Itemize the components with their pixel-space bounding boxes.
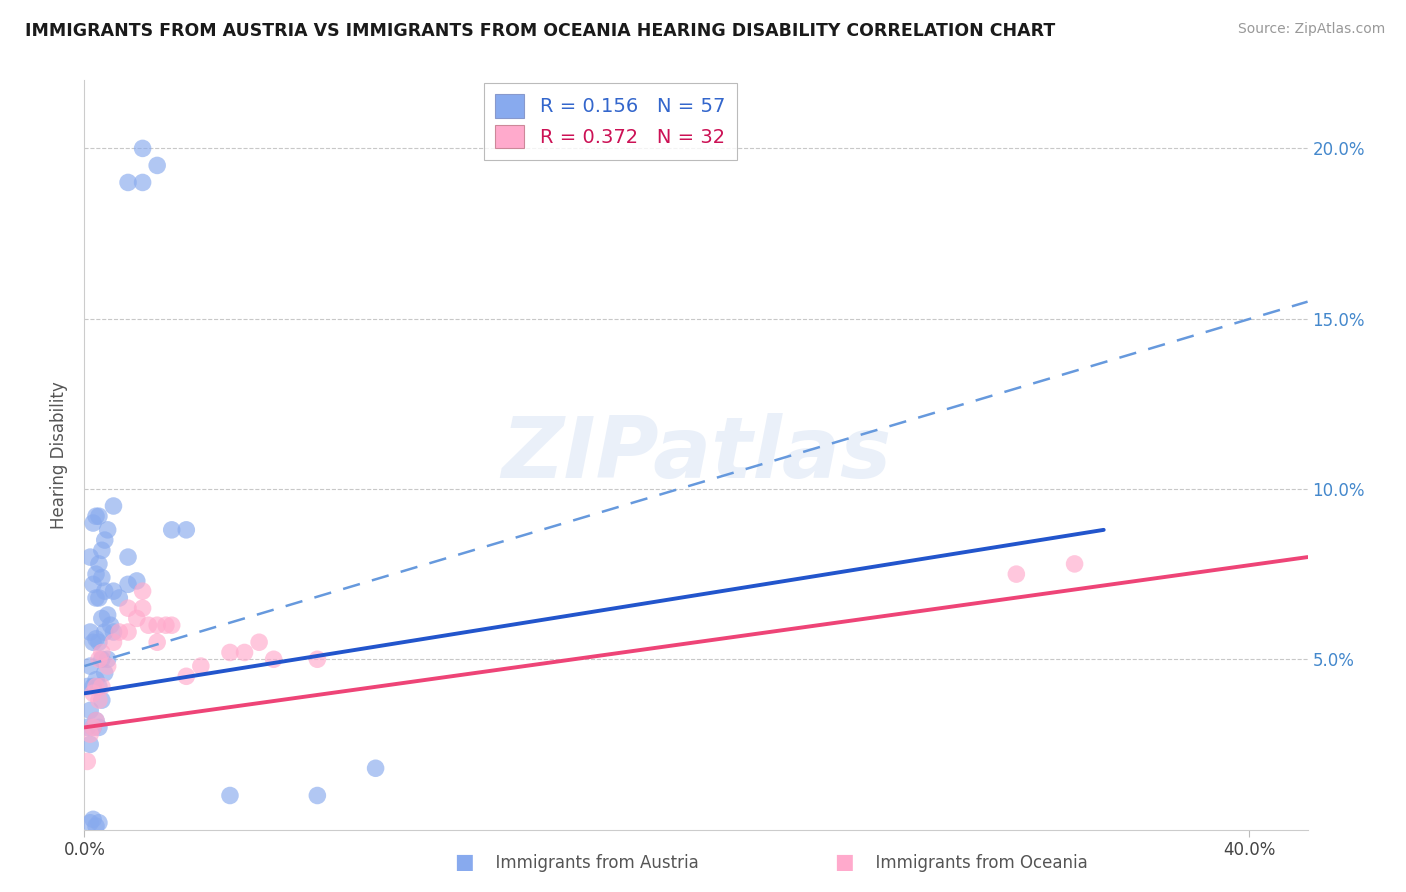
Point bbox=[87, 693, 110, 707]
Text: Source: ZipAtlas.com: Source: ZipAtlas.com bbox=[1237, 22, 1385, 37]
Point bbox=[1063, 557, 1085, 571]
Point bbox=[263, 652, 285, 666]
Point bbox=[117, 601, 139, 615]
Point bbox=[90, 543, 112, 558]
Point bbox=[87, 509, 110, 524]
Text: ZIPatlas: ZIPatlas bbox=[501, 413, 891, 497]
Point bbox=[84, 680, 107, 694]
Point bbox=[125, 574, 148, 588]
Point bbox=[131, 601, 153, 615]
Point bbox=[93, 584, 115, 599]
Point bbox=[87, 635, 110, 649]
Text: Immigrants from Austria: Immigrants from Austria bbox=[485, 855, 699, 872]
Point bbox=[87, 591, 110, 605]
Point bbox=[84, 632, 107, 646]
Point bbox=[155, 618, 177, 632]
Point bbox=[146, 158, 169, 172]
Point bbox=[76, 680, 98, 694]
Point bbox=[117, 577, 139, 591]
Point bbox=[93, 625, 115, 640]
Point bbox=[79, 738, 101, 752]
Point bbox=[1005, 567, 1028, 582]
Point bbox=[307, 789, 329, 803]
Point bbox=[103, 625, 125, 640]
Point bbox=[79, 659, 101, 673]
Point bbox=[100, 618, 122, 632]
Point bbox=[82, 720, 104, 734]
Point bbox=[90, 611, 112, 625]
Point bbox=[364, 761, 387, 775]
Legend: R = 0.156   N = 57, R = 0.372   N = 32: R = 0.156 N = 57, R = 0.372 N = 32 bbox=[484, 82, 737, 160]
Point bbox=[84, 509, 107, 524]
Point bbox=[84, 714, 107, 728]
Point bbox=[103, 499, 125, 513]
Point bbox=[174, 669, 197, 683]
Point bbox=[307, 652, 329, 666]
Point bbox=[79, 625, 101, 640]
Point bbox=[82, 813, 104, 827]
Point bbox=[82, 720, 104, 734]
Point bbox=[97, 652, 120, 666]
Point bbox=[90, 652, 112, 666]
Point bbox=[82, 686, 104, 700]
Point bbox=[146, 635, 169, 649]
Point bbox=[103, 584, 125, 599]
Text: ■: ■ bbox=[834, 853, 853, 872]
Point bbox=[93, 533, 115, 547]
Point bbox=[174, 523, 197, 537]
Point bbox=[93, 665, 115, 680]
Point bbox=[90, 645, 112, 659]
Point bbox=[90, 570, 112, 584]
Point bbox=[117, 176, 139, 190]
Text: ■: ■ bbox=[454, 853, 474, 872]
Point bbox=[90, 680, 112, 694]
Point bbox=[76, 755, 98, 769]
Point bbox=[87, 652, 110, 666]
Point bbox=[84, 567, 107, 582]
Point bbox=[97, 523, 120, 537]
Point bbox=[82, 577, 104, 591]
Point bbox=[108, 591, 131, 605]
Point bbox=[82, 680, 104, 694]
Point bbox=[138, 618, 160, 632]
Point bbox=[131, 176, 153, 190]
Point bbox=[247, 635, 270, 649]
Point bbox=[79, 727, 101, 741]
Point bbox=[125, 611, 148, 625]
Point bbox=[117, 550, 139, 565]
Point bbox=[87, 680, 110, 694]
Point bbox=[79, 703, 101, 717]
Point bbox=[146, 618, 169, 632]
Point bbox=[87, 557, 110, 571]
Point bbox=[97, 659, 120, 673]
Point bbox=[117, 625, 139, 640]
Point bbox=[90, 693, 112, 707]
Point bbox=[160, 523, 183, 537]
Point bbox=[84, 819, 107, 833]
Point bbox=[87, 720, 110, 734]
Point bbox=[84, 714, 107, 728]
Point bbox=[76, 720, 98, 734]
Point bbox=[97, 607, 120, 622]
Point bbox=[131, 584, 153, 599]
Point bbox=[190, 659, 212, 673]
Point bbox=[87, 815, 110, 830]
Text: IMMIGRANTS FROM AUSTRIA VS IMMIGRANTS FROM OCEANIA HEARING DISABILITY CORRELATIO: IMMIGRANTS FROM AUSTRIA VS IMMIGRANTS FR… bbox=[25, 22, 1056, 40]
Point bbox=[84, 591, 107, 605]
Point bbox=[82, 635, 104, 649]
Point bbox=[103, 635, 125, 649]
Point bbox=[79, 550, 101, 565]
Point bbox=[108, 625, 131, 640]
Y-axis label: Hearing Disability: Hearing Disability bbox=[51, 381, 69, 529]
Point bbox=[79, 815, 101, 830]
Text: Immigrants from Oceania: Immigrants from Oceania bbox=[865, 855, 1087, 872]
Point bbox=[84, 673, 107, 687]
Point bbox=[233, 645, 256, 659]
Point bbox=[131, 141, 153, 155]
Point bbox=[219, 789, 242, 803]
Point bbox=[219, 645, 242, 659]
Point bbox=[82, 516, 104, 530]
Point bbox=[160, 618, 183, 632]
